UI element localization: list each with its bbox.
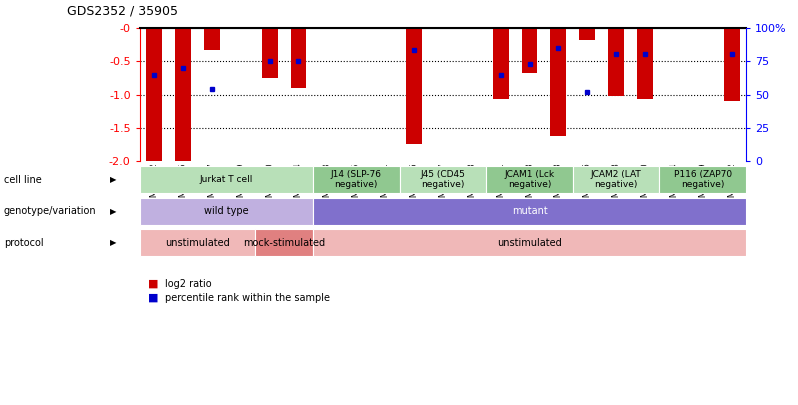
Bar — [140, 166, 313, 193]
Text: mock-stimulated: mock-stimulated — [243, 238, 325, 248]
Bar — [140, 229, 255, 256]
Bar — [204, 28, 219, 49]
Text: JCAM2 (LAT
negative): JCAM2 (LAT negative) — [591, 170, 642, 189]
Text: unstimulated: unstimulated — [165, 238, 230, 248]
Bar — [255, 229, 313, 256]
Bar — [406, 28, 422, 144]
Text: ■: ■ — [148, 279, 158, 289]
Text: J14 (SLP-76
negative): J14 (SLP-76 negative) — [330, 170, 381, 189]
Text: ▶: ▶ — [110, 207, 117, 216]
Text: log2 ratio: log2 ratio — [165, 279, 211, 289]
Text: unstimulated: unstimulated — [497, 238, 562, 248]
Bar — [146, 28, 162, 161]
Bar — [492, 28, 508, 99]
Text: genotype/variation: genotype/variation — [4, 206, 97, 216]
Text: wild type: wild type — [204, 206, 249, 216]
Bar — [313, 198, 746, 225]
Text: protocol: protocol — [4, 238, 44, 248]
Text: JCAM1 (Lck
negative): JCAM1 (Lck negative) — [504, 170, 555, 189]
Text: ▶: ▶ — [110, 175, 117, 184]
Bar — [262, 28, 278, 78]
Bar — [659, 166, 746, 193]
Bar — [140, 198, 313, 225]
Text: J45 (CD45
negative): J45 (CD45 negative) — [421, 170, 465, 189]
Bar — [608, 28, 624, 96]
Bar — [522, 28, 538, 73]
Bar — [551, 28, 567, 136]
Text: GDS2352 / 35905: GDS2352 / 35905 — [67, 5, 178, 18]
Bar — [290, 28, 306, 88]
Text: ■: ■ — [148, 293, 158, 303]
Bar — [573, 166, 659, 193]
Text: ▶: ▶ — [110, 238, 117, 247]
Text: Jurkat T cell: Jurkat T cell — [200, 175, 253, 184]
Text: mutant: mutant — [512, 206, 547, 216]
Bar — [486, 166, 573, 193]
Bar — [637, 28, 653, 99]
Bar — [313, 229, 746, 256]
Bar — [400, 166, 486, 193]
Text: percentile rank within the sample: percentile rank within the sample — [165, 293, 330, 303]
Bar — [724, 28, 740, 101]
Bar — [313, 166, 400, 193]
Text: P116 (ZAP70
negative): P116 (ZAP70 negative) — [674, 170, 732, 189]
Bar — [579, 28, 595, 40]
Bar — [175, 28, 191, 161]
Text: cell line: cell line — [4, 175, 41, 185]
